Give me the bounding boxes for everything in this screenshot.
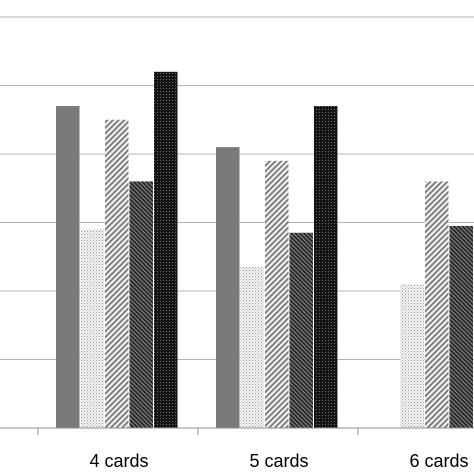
bar-series-1-5-cards — [216, 147, 240, 428]
bar-series-2-4-cards — [80, 229, 104, 428]
bar-series-2-5-cards — [240, 267, 264, 428]
bar-series-4-6-cards — [449, 225, 473, 428]
bar-series-3-6-cards — [425, 181, 449, 428]
bar-series-2-6-cards — [400, 284, 424, 428]
x-tick-label: 6 cards — [409, 451, 468, 471]
bar-series-3-4-cards — [105, 119, 129, 428]
x-tick-label: 5 cards — [249, 451, 308, 471]
bar-series-5-4-cards — [154, 71, 178, 429]
x-tick-labels: 4 cards 5 cards 6 cards — [89, 451, 468, 471]
x-axis — [0, 427, 474, 435]
bar-series-3-5-cards — [265, 160, 289, 428]
bar-series-4-4-cards — [129, 181, 153, 428]
bars — [56, 71, 473, 429]
bar-series-5-5-cards — [314, 106, 338, 429]
bar-series-4-5-cards — [289, 232, 313, 428]
bar-series-1-4-cards — [56, 106, 80, 429]
x-tick-label: 4 cards — [89, 451, 148, 471]
